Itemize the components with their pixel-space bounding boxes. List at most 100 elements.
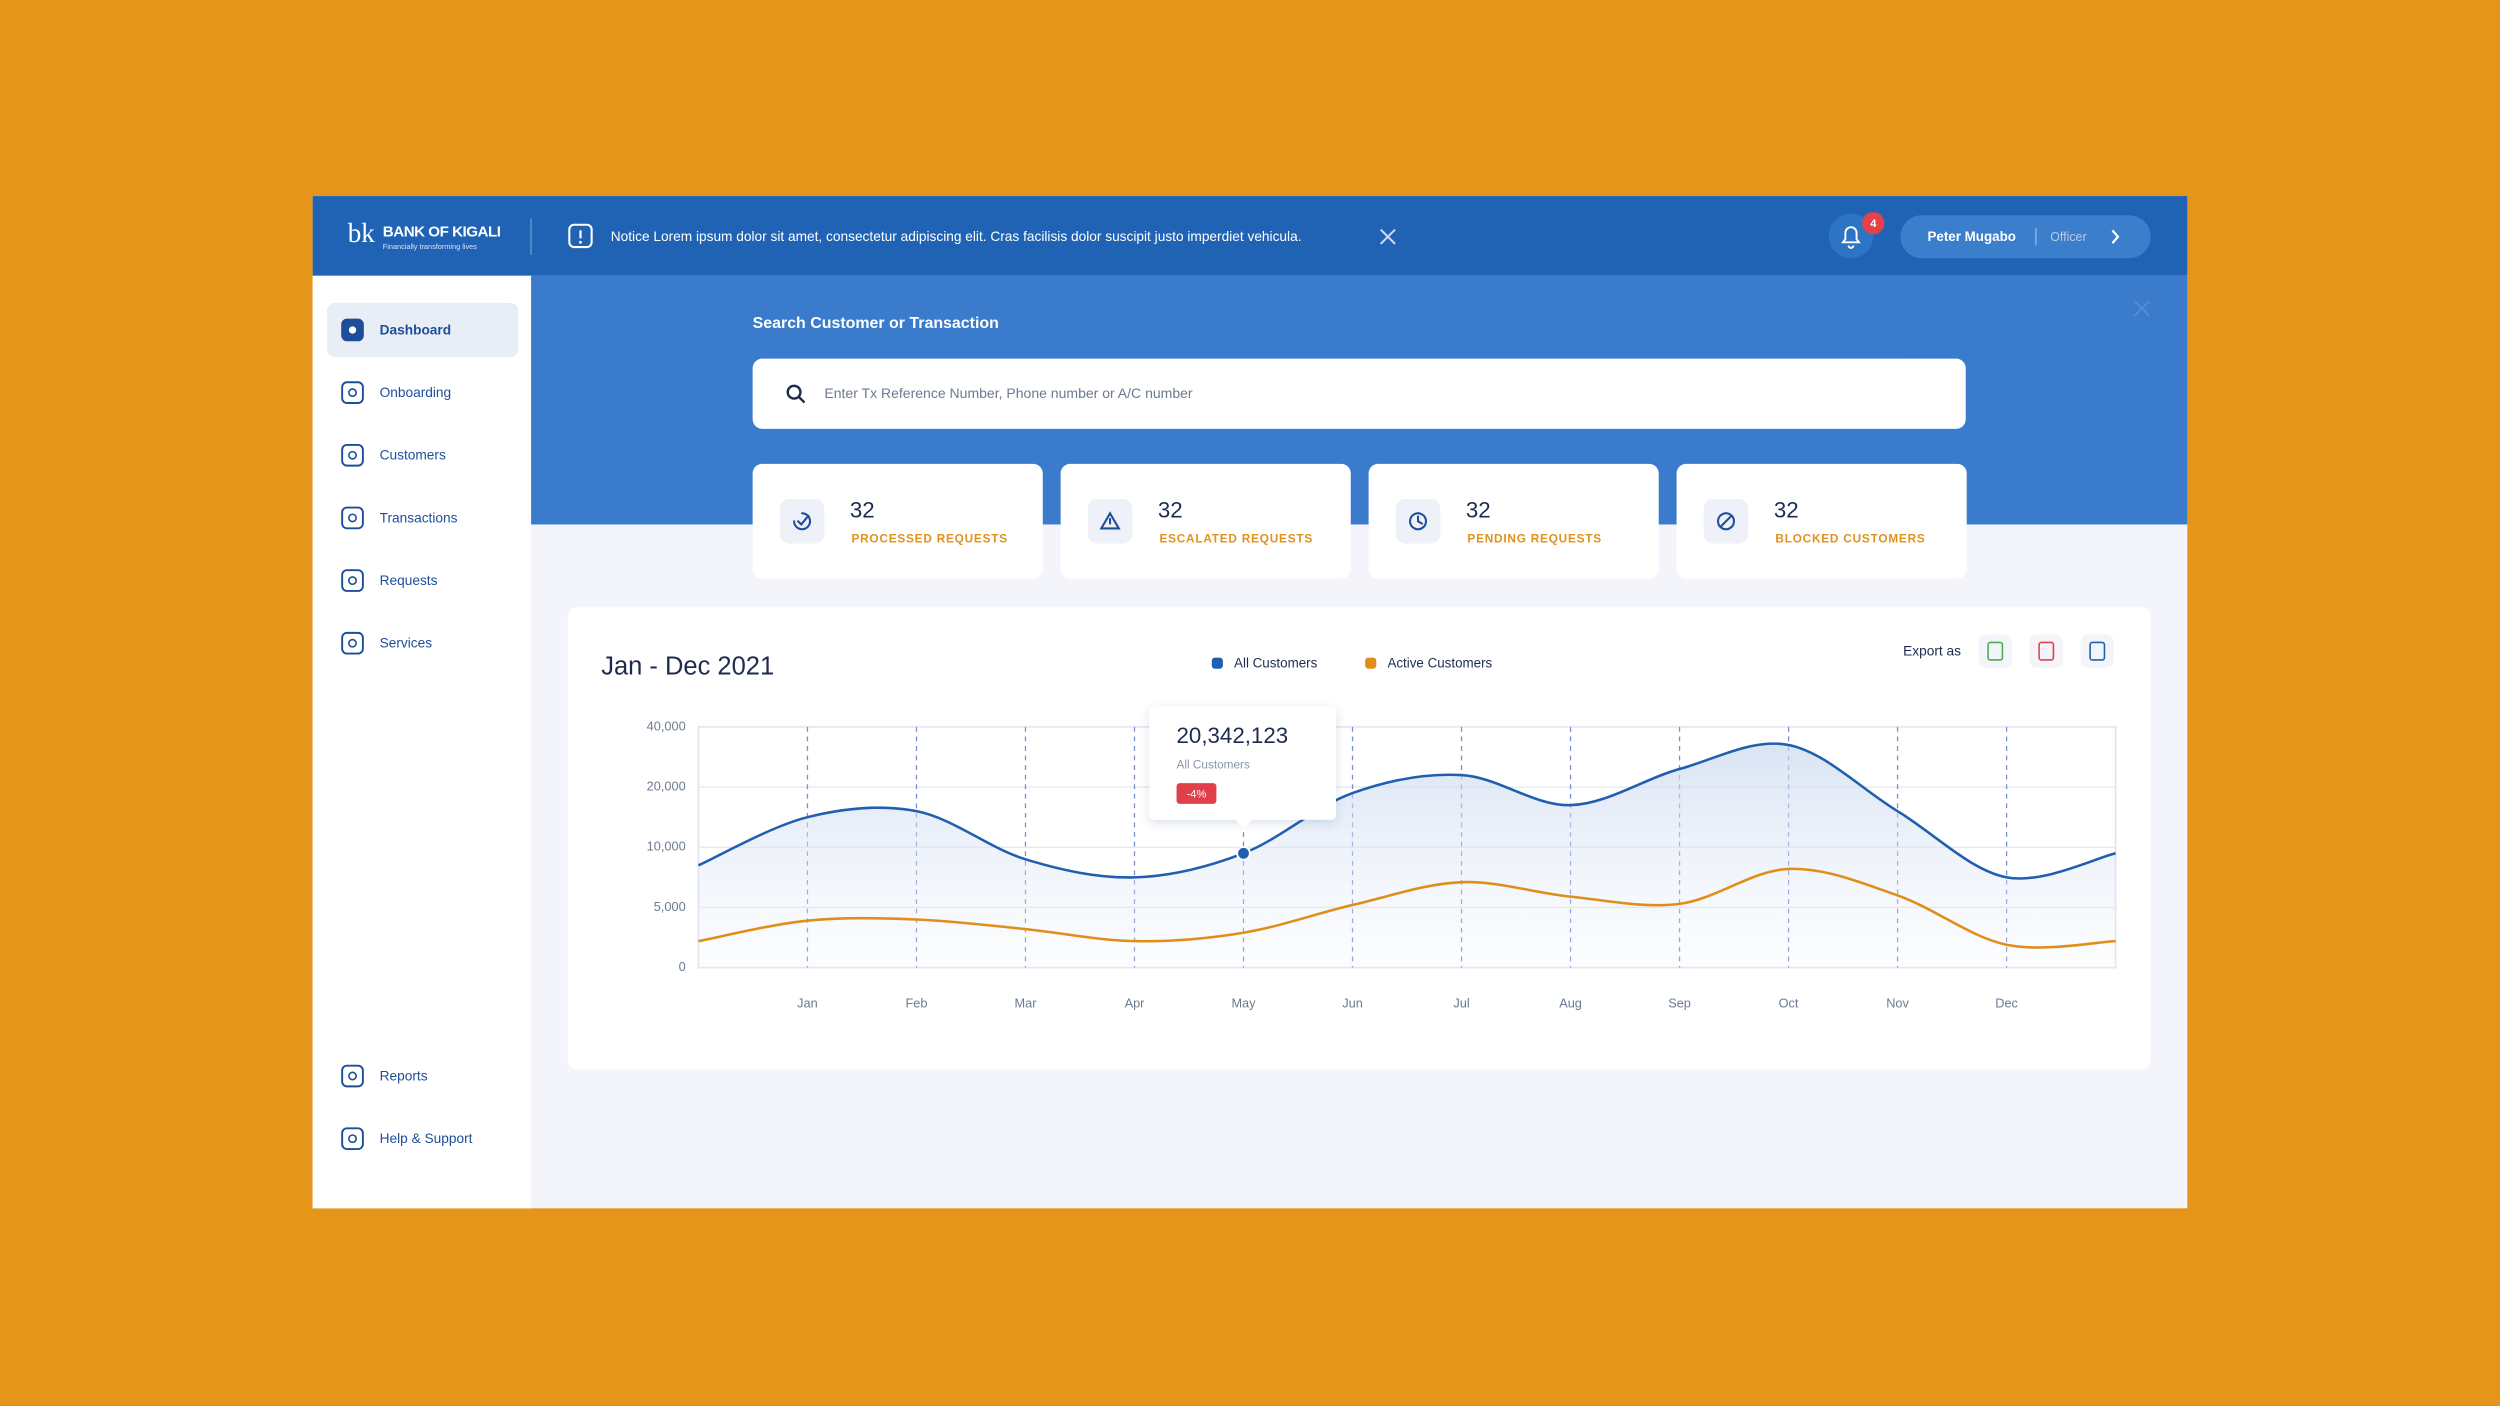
chart-title: Jan - Dec 2021 xyxy=(601,653,774,681)
notice-text: Notice Lorem ipsum dolor sit amet, conse… xyxy=(611,229,1302,244)
chevron xyxy=(2111,229,2120,244)
close-notice[interactable] xyxy=(1379,228,1396,245)
nav-active xyxy=(327,302,519,358)
x-tick-label: Sep xyxy=(1668,996,1691,1011)
nav-icon xyxy=(341,1064,364,1088)
legend-swatch xyxy=(1365,657,1377,669)
legend-swatch xyxy=(1211,657,1223,669)
export-pdf[interactable] xyxy=(2029,634,2063,668)
search-label: Search Customer or Transaction xyxy=(753,315,999,332)
nav-icon xyxy=(341,1127,364,1150)
stat-value: 32 xyxy=(850,498,875,523)
notification-count: 4 xyxy=(1870,218,1877,230)
tooltip-label: All Customers xyxy=(1177,759,1250,772)
stat-card xyxy=(1060,463,1351,579)
nav-icon xyxy=(348,388,357,398)
x-tick-label: Dec xyxy=(1995,996,2018,1011)
stat-label: PENDING REQUESTS xyxy=(1467,533,1602,546)
nav-label[interactable]: Customers xyxy=(380,448,446,463)
x-tick-label: Nov xyxy=(1886,996,1909,1011)
tagline: Financially transforming lives xyxy=(383,242,477,251)
x-tick-label: Feb xyxy=(905,996,927,1011)
nav-icon xyxy=(348,326,357,334)
x-tick-label: Mar xyxy=(1014,996,1037,1011)
stat-value: 32 xyxy=(1466,498,1491,523)
close-hero[interactable] xyxy=(2134,300,2150,317)
tooltip-change: -4% xyxy=(1187,788,1207,800)
logo-mark: bk xyxy=(348,218,376,248)
nav-icon xyxy=(341,443,364,467)
x-tick-label: Apr xyxy=(1125,996,1146,1011)
nav-icon xyxy=(341,631,364,655)
export-doc[interactable] xyxy=(2080,634,2115,668)
nav-icon xyxy=(348,1071,357,1081)
export-excel[interactable] xyxy=(1978,634,2012,668)
nav-icon xyxy=(348,1134,357,1144)
nav-label[interactable]: Reports xyxy=(380,1068,428,1083)
tooltip-pointer xyxy=(1235,819,1252,830)
nav-icon xyxy=(341,381,364,404)
tooltip-value: 20,342,123 xyxy=(1177,723,1289,748)
legend-label: Active Customers xyxy=(1387,655,1492,670)
export-excel-icon xyxy=(1987,641,2004,661)
export-label: Export as xyxy=(1903,644,1961,659)
user-menu[interactable] xyxy=(1900,215,2151,259)
user-role: Officer xyxy=(2050,230,2086,244)
stat-icon xyxy=(793,512,812,531)
y-tick-label: 20,000 xyxy=(647,778,686,793)
x-tick-label: Jul xyxy=(1453,996,1469,1011)
header-bar xyxy=(312,196,2188,276)
change-badge xyxy=(1176,783,1217,804)
nav-icon xyxy=(348,576,357,586)
nav-label[interactable]: Help & Support xyxy=(380,1131,473,1146)
stat-value: 32 xyxy=(1774,498,1799,523)
search-placeholder: Enter Tx Reference Number, Phone number … xyxy=(824,385,1193,401)
stat-card xyxy=(1368,463,1659,579)
search-box[interactable] xyxy=(752,358,1966,429)
y-tick-label: 5,000 xyxy=(654,899,686,914)
search-icon xyxy=(798,396,806,404)
sidebar xyxy=(312,275,532,1209)
notification-button[interactable] xyxy=(1828,213,1874,259)
nav-icon xyxy=(348,513,357,523)
stat-icon-box xyxy=(779,498,825,544)
nav-label[interactable]: Dashboard xyxy=(380,322,452,337)
export-icons xyxy=(1978,634,2115,668)
x-tick-label: May xyxy=(1231,996,1256,1011)
x-tick-label: Aug xyxy=(1559,996,1582,1011)
series-line xyxy=(697,742,2116,880)
brand: BANK OF KIGALI xyxy=(383,224,501,241)
series-line xyxy=(698,867,2116,949)
stat-label: PROCESSED REQUESTS xyxy=(851,533,1007,546)
y-tick-label: 0 xyxy=(679,959,686,974)
stat-card xyxy=(752,463,1043,579)
nav-label[interactable]: Transactions xyxy=(380,510,458,525)
nav-icon xyxy=(348,638,357,648)
legend-label: All Customers xyxy=(1234,655,1318,670)
nav-label[interactable]: Requests xyxy=(380,573,438,588)
nav-icon xyxy=(341,506,364,530)
nav-icon xyxy=(348,450,357,460)
x-tick-label: Oct xyxy=(1779,996,1799,1011)
nav-icon xyxy=(341,569,364,592)
export-pdf-icon xyxy=(2038,641,2055,661)
user-name: Peter Mugabo xyxy=(1927,229,2015,244)
stat-icon xyxy=(1409,512,1428,531)
bell-icon xyxy=(1841,226,1861,249)
highlight-point xyxy=(1236,845,1251,861)
stat-value: 32 xyxy=(1158,498,1183,523)
stat-label: ESCALATED REQUESTS xyxy=(1159,533,1313,546)
stat-card xyxy=(1676,463,1967,579)
notice-icon xyxy=(579,240,582,244)
nav-label[interactable]: Onboarding xyxy=(380,385,452,400)
y-tick-label: 10,000 xyxy=(647,839,686,854)
notice-icon xyxy=(568,223,593,249)
x-tick-label: Jan xyxy=(797,996,818,1011)
notification-badge xyxy=(1862,212,1885,235)
search-icon xyxy=(786,384,802,400)
nav-label[interactable]: Services xyxy=(380,636,433,651)
stat-label: BLOCKED CUSTOMERS xyxy=(1775,533,1925,546)
area-fill xyxy=(698,743,2116,968)
